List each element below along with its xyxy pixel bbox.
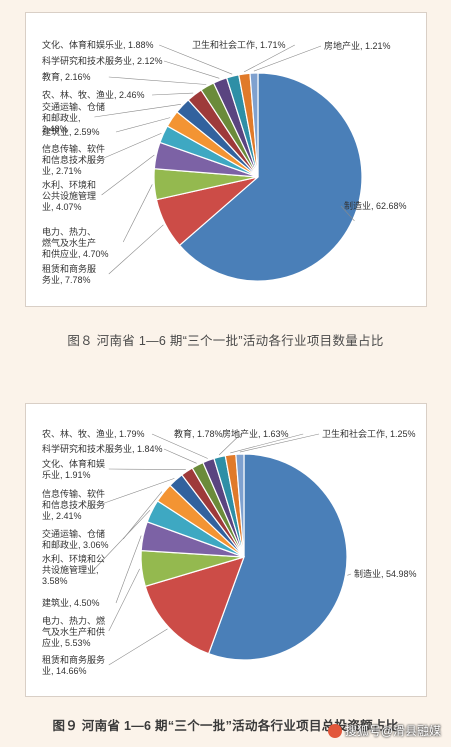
pie-slice [249,72,259,178]
leader-line [101,132,162,160]
leader-line [108,568,140,632]
leader-line [122,491,163,540]
slice-label: 建筑业, 4.50% [42,597,100,608]
leader-line [218,433,242,456]
slice-label: 教育, 2.16% [42,71,91,82]
slice-label: 农、林、牧、渔业, 2.46% [42,89,145,100]
leader-line [239,433,320,453]
leader-line [108,224,164,275]
slice-label: 科学研究和技术服务业, 1.84% [42,443,163,454]
slice-label: 科学研究和技术服务业, 2.12% [42,55,163,66]
leader-line [108,468,186,470]
slice-label: 卫生和社会工作, 1.71% [192,39,286,50]
pie-slice [235,453,245,558]
slice-label: 电力、热力、燃气及水生产和供应业, 5.53% [42,615,105,648]
slice-label: 房地产业, 1.21% [324,40,391,51]
slice-label: 教育, 1.78% [174,428,223,439]
watermark: 搜狐号@滑县融媒 [327,722,441,739]
slice-label: 文化、体育和娱乐业, 1.91% [42,458,105,480]
slice-label: 租赁和商务服务业, 14.66% [42,654,105,676]
leader-line [163,60,220,79]
slice-label: 建筑业, 2.59% [42,126,100,137]
slice-label: 农、林、牧、渔业, 1.79% [42,428,145,439]
slice-label: 电力、热力、燃气及水生产和供应业, 4.70% [42,226,109,259]
pie-chart-investment: 制造业, 54.98% 租赁和商务服务业, 14.66% 电力、热力、燃气及水生产和… [42,428,417,676]
leader-line [151,92,194,96]
pie-slice [178,72,363,282]
slice-label: 信息传输、软件和信息技术服务业, 2.41% [42,488,105,521]
slice-label: 制造业, 54.98% [354,568,417,579]
leader-line [159,44,233,75]
figure-caption-8: 图８ 河南省 1—6 期“三个一批”活动各行业项目数量占比 [67,334,384,348]
leader-line [122,184,153,243]
slice-label: 文化、体育和娱乐业, 1.88% [42,39,154,50]
leader-line [163,448,197,464]
slice-label: 卫生和社会工作, 1.25% [322,428,416,439]
watermark-text: 搜狐号@滑县融媒 [344,724,441,738]
leader-line [253,45,322,72]
pie-slice [207,453,348,661]
leader-line [94,510,151,570]
slice-label: 房地产业, 1.63% [222,428,289,439]
figure-caption-9: 图９ 河南省 1—6 期“三个一批”活动各行业项目总投资额占比 [52,719,399,733]
leader-line [243,44,295,73]
leader-line [94,103,181,118]
leader-line [151,433,208,459]
leader-line [108,76,207,85]
chart-panel-project-count: 制造业, 62.68% 租赁和商务服务业, 7.78% 电力、热力、燃气及水生产和供… [25,12,427,307]
leader-line [108,628,168,666]
leader-line [101,154,155,196]
slice-label: 信息传输、软件和信息技术服务业, 2.71% [42,143,105,176]
leader-line [115,117,171,133]
leader-line [115,535,142,604]
leader-line [101,478,175,505]
leader-line [230,433,304,454]
slice-label: 水利、环境和公共设施管理业, 3.58% [42,553,105,586]
pie-chart-project-count: 制造业, 62.68% 租赁和商务服务业, 7.78% 电力、热力、燃气及水生产和供… [42,39,407,285]
slice-label: 交通运输、仓储和邮政业, 2.48% [42,101,105,134]
leader-line [347,573,352,576]
slice-label: 租赁和商务服务业, 7.78% [42,263,96,285]
leader-line [340,205,355,222]
slice-label: 交通运输、仓储和邮政业, 3.06% [42,528,109,550]
slice-label: 制造业, 62.68% [344,200,407,211]
slice-label: 水利、环境和公共设施管理业, 4.07% [42,179,96,212]
pie-slice [144,556,245,655]
chart-panel-investment: 制造业, 54.98% 租赁和商务服务业, 14.66% 电力、热力、燃气及水生产和… [25,403,427,697]
sohu-logo-icon [327,723,342,738]
